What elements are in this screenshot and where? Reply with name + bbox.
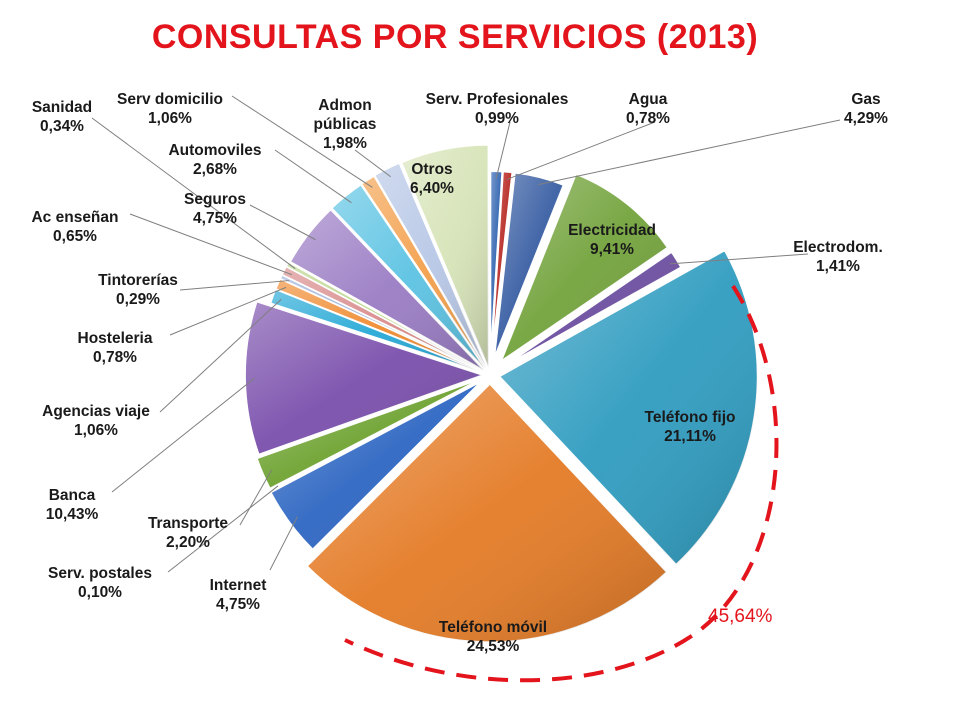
leader-line-19 bbox=[354, 149, 392, 178]
slice-label-8: Serv. postales 0,10% bbox=[48, 565, 152, 601]
slice-label-3: Electricidad 9,41% bbox=[568, 222, 656, 258]
slice-label-10: Banca 10,43% bbox=[46, 487, 99, 523]
slice-label-18: Serv domicilio 1,06% bbox=[117, 91, 223, 127]
leader-lines bbox=[91, 95, 841, 573]
slice-gloss-12 bbox=[275, 278, 482, 372]
slice-label-12: Hosteleria 0,78% bbox=[78, 330, 153, 366]
slice-gloss-5 bbox=[499, 250, 758, 565]
slice-gloss-19 bbox=[374, 163, 487, 368]
slice-label-13: Tintorerías 0,29% bbox=[98, 272, 178, 308]
slice-gloss-15 bbox=[286, 262, 483, 371]
slice-label-4: Electrodom. 1,41% bbox=[793, 239, 883, 275]
leader-line-7 bbox=[269, 516, 298, 571]
slice-gloss-14 bbox=[282, 266, 482, 371]
highlight-arc bbox=[344, 284, 779, 683]
slice-gloss-1 bbox=[491, 171, 513, 358]
slice-gloss-17 bbox=[331, 184, 485, 369]
leader-line-17 bbox=[274, 149, 352, 204]
slice-gloss-4 bbox=[505, 252, 681, 366]
slice-label-14: Ac enseñan 0,65% bbox=[31, 209, 118, 245]
slice-labels: Serv. Profesionales 0,99% Agua 0,78% Gas 4,29… bbox=[31, 91, 888, 655]
slice-label-7: Internet 4,75% bbox=[210, 577, 267, 613]
slice-label-16: Seguros 4,75% bbox=[184, 191, 246, 227]
slice-gloss-11 bbox=[270, 289, 482, 372]
slice-label-19: Admon públicas 1,98% bbox=[314, 97, 377, 152]
slice-label-20: Otros 6,40% bbox=[410, 161, 454, 197]
leader-line-2 bbox=[537, 119, 841, 186]
leader-line-1 bbox=[506, 121, 656, 180]
leader-line-0 bbox=[495, 121, 511, 179]
pie-slices bbox=[244, 144, 759, 643]
highlight-total-label: 45,64% bbox=[708, 606, 773, 627]
leader-line-13 bbox=[179, 280, 290, 291]
slice-gloss-7 bbox=[270, 381, 481, 550]
slice-gloss-8 bbox=[269, 380, 480, 492]
slice-gloss-18 bbox=[361, 176, 486, 368]
slice-gloss-10 bbox=[245, 301, 483, 455]
slice-label-5: Teléfono fijo 21,11% bbox=[645, 409, 736, 445]
leader-line-9 bbox=[239, 469, 273, 526]
slice-gloss-20 bbox=[401, 144, 489, 367]
slice-gloss-6 bbox=[307, 383, 667, 642]
slice-label-9: Transporte 2,20% bbox=[148, 515, 228, 551]
slice-label-2: Gas 4,29% bbox=[844, 91, 888, 127]
slice-label-6: Teléfono móvil 24,53% bbox=[439, 619, 547, 655]
leader-line-18 bbox=[231, 95, 373, 188]
leader-line-15 bbox=[91, 117, 296, 269]
slice-label-17: Automoviles 2,68% bbox=[168, 142, 261, 178]
slice-gloss-9 bbox=[256, 379, 481, 489]
slice-label-11: Agencias viaje 1,06% bbox=[42, 403, 150, 439]
slice-gloss-16 bbox=[290, 209, 484, 371]
leader-line-4 bbox=[669, 253, 809, 265]
leader-line-12 bbox=[169, 286, 287, 336]
slice-label-15: Sanidad 0,34% bbox=[32, 99, 92, 135]
leader-line-14 bbox=[129, 213, 293, 276]
slice-label-0: Serv. Profesionales 0,99% bbox=[426, 91, 569, 127]
slice-label-1: Agua 0,78% bbox=[626, 91, 670, 127]
leader-line-10 bbox=[111, 377, 255, 493]
slice-gloss-0 bbox=[490, 171, 503, 358]
leader-line-16 bbox=[249, 204, 316, 241]
leader-line-11 bbox=[159, 298, 282, 413]
chart-title: CONSULTAS POR SERVICIOS (2013) bbox=[151, 18, 759, 56]
leader-line-8 bbox=[167, 485, 279, 573]
slice-gloss-2 bbox=[494, 172, 564, 358]
slice-gloss-3 bbox=[501, 174, 668, 361]
